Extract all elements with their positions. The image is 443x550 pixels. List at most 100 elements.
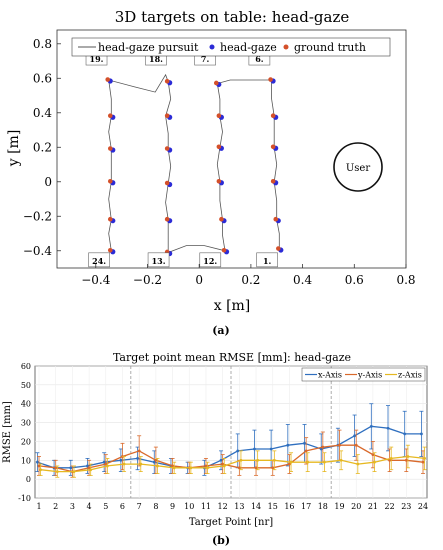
- bottom-legend: x-Axis y-Axis z-Axis: [301, 367, 426, 382]
- ground-truth-point: [107, 247, 113, 253]
- series-line: [37, 425, 422, 469]
- bottom-x-tick-label: 6: [120, 502, 125, 511]
- ground-truth-point: [270, 113, 276, 119]
- bottom-y-tick-label: -10: [18, 494, 31, 503]
- top-x-tick-label: −0.4: [81, 273, 111, 287]
- bottom-x-tick-label: 12: [218, 502, 228, 511]
- data-point: [389, 457, 393, 460]
- target-14: [164, 216, 173, 224]
- legend-pursuit-label: head-gaze pursuit: [98, 41, 199, 54]
- data-point: [156, 464, 159, 468]
- bottom-chart-title: Target point mean RMSE [mm]: head-gaze: [113, 351, 351, 364]
- bottom-x-tick-label: 16: [284, 502, 294, 511]
- bottom-x-tick-label: 7: [137, 502, 142, 511]
- data-point: [89, 468, 93, 472]
- top-y-axis-label: y [m]: [6, 130, 22, 168]
- ground-truth-point: [273, 216, 279, 222]
- bottom-y-tick-label: 10: [21, 456, 31, 465]
- ground-truth-point: [216, 113, 222, 119]
- data-point: [420, 432, 423, 436]
- target-label: 24.: [92, 256, 106, 266]
- legend-ground-truth-label: ground truth: [294, 41, 366, 54]
- target-19: [105, 77, 113, 84]
- data-point: [239, 458, 243, 462]
- data-point: [272, 458, 276, 462]
- bottom-x-axis-label: Target Point [nr]: [189, 517, 273, 528]
- ground-truth-point: [107, 113, 113, 119]
- data-point: [353, 434, 357, 438]
- target-label-box: [147, 252, 170, 268]
- data-point: [102, 460, 106, 464]
- data-point: [154, 458, 158, 462]
- top-y-tick-label: 0: [44, 175, 52, 189]
- target-label-box: [88, 252, 110, 268]
- data-point: [356, 462, 360, 466]
- target-11: [219, 216, 227, 224]
- bottom-x-tick-label: 17: [301, 502, 311, 511]
- top-y-tick-label: 0.6: [33, 71, 52, 85]
- target-9: [216, 144, 224, 151]
- top-y-tick-label: 0.8: [33, 37, 52, 51]
- data-point: [219, 458, 223, 462]
- data-point: [369, 424, 373, 428]
- legend-y-axis-label: y-Axis: [357, 371, 382, 380]
- target-22: [107, 178, 116, 186]
- data-point: [404, 458, 408, 462]
- data-point: [39, 468, 42, 472]
- target-3: [270, 178, 279, 186]
- target-16: [164, 146, 173, 153]
- top-chart-title: 3D targets on table: head-gaze: [115, 8, 350, 26]
- target-12: [221, 247, 230, 255]
- data-point: [172, 466, 176, 470]
- target-label: 18.: [149, 54, 163, 64]
- data-point: [254, 466, 258, 470]
- data-point: [371, 453, 375, 457]
- legend-head-gaze-label: head-gaze: [220, 41, 277, 54]
- top-x-tick-label: −0.2: [133, 273, 162, 287]
- data-point: [423, 457, 426, 460]
- top-legend: head-gaze pursuit head-gaze ground truth: [71, 37, 391, 57]
- ground-truth-point: [105, 77, 111, 82]
- top-x-tick-label: 0.2: [241, 273, 260, 287]
- target-label: 12.: [203, 256, 217, 266]
- bottom-x-tick-label: 24: [418, 502, 428, 511]
- top-legend-box: [71, 37, 391, 57]
- data-point: [304, 449, 308, 453]
- bottom-x-tick-label: 21: [368, 502, 378, 511]
- pursuit-path: [108, 73, 280, 254]
- data-point: [87, 466, 91, 470]
- top-x-tick-label: 0.8: [396, 273, 415, 287]
- top-x-axis-label: x [m]: [214, 298, 251, 314]
- bottom-x-tick-label: 3: [70, 502, 75, 511]
- ground-truth-point: [164, 180, 170, 186]
- data-point: [386, 426, 390, 430]
- ground-truth-point: [216, 178, 222, 184]
- bottom-x-tick-label: 1: [36, 502, 41, 511]
- target-8: [216, 113, 224, 120]
- bottom-legend-box: [301, 367, 426, 382]
- target-1: [276, 246, 284, 253]
- rmse-line-chart: Target point mean RMSE [mm]: head-gaze -…: [2, 351, 428, 528]
- bottom-y-tick-label: 20: [21, 437, 31, 446]
- data-point: [189, 466, 193, 470]
- ground-truth-point: [164, 113, 170, 119]
- bottom-x-tick-label: 14: [251, 502, 261, 511]
- bottom-x-tick-label: 22: [385, 502, 395, 511]
- data-point: [289, 460, 293, 464]
- data-point: [236, 449, 240, 453]
- target-label: 19.: [90, 54, 104, 64]
- data-point: [403, 432, 407, 436]
- ground-truth-point: [164, 78, 170, 84]
- data-point: [269, 447, 273, 451]
- bottom-x-tick-label: 8: [153, 502, 158, 511]
- target-label: 13.: [152, 256, 166, 266]
- user-label: User: [346, 163, 370, 174]
- target-label-box: [199, 252, 222, 268]
- top-plot-frame: [56, 29, 407, 269]
- bottom-y-tick-label: 0: [26, 475, 31, 484]
- data-point: [69, 466, 73, 470]
- bottom-x-tick-label: 15: [268, 502, 278, 511]
- data-point: [323, 460, 326, 464]
- bottom-y-tick-label: 30: [21, 419, 31, 428]
